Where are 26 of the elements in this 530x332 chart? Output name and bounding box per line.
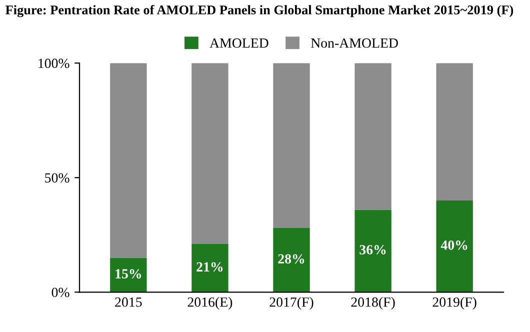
x-tick-label: 2019(F) (432, 297, 476, 310)
bar (110, 258, 147, 292)
data-label: 21% (196, 262, 223, 272)
chart-title: Figure: Pentration Rate of AMOLED Panels in Global Smartphone Market 2015~2019 (F) (6, 4, 514, 18)
data-label: 40% (440, 240, 468, 250)
data-label: 28% (278, 254, 304, 264)
x-tick-label: 2016(E) (188, 297, 232, 310)
legend-label: AMOLED (210, 38, 268, 48)
y-tick-label: 50% (45, 173, 70, 183)
bar (192, 63, 228, 244)
x-tick-label: 2017(F) (270, 297, 314, 310)
bar (436, 200, 473, 292)
bar (436, 63, 473, 201)
y-tick-label: 100% (38, 58, 70, 68)
data-label: 36% (360, 245, 386, 254)
bar (273, 63, 310, 228)
bar (273, 228, 310, 292)
y-tick-label: 0% (52, 288, 70, 298)
bar (110, 63, 147, 258)
data-label: 15% (116, 269, 142, 278)
bar (354, 210, 392, 292)
bar (192, 244, 228, 292)
x-tick-label: 2018(F) (351, 297, 395, 310)
x-tick-label: 2015 (115, 297, 142, 307)
legend-label: Non-AMOLED (310, 38, 398, 48)
bar (354, 63, 392, 210)
